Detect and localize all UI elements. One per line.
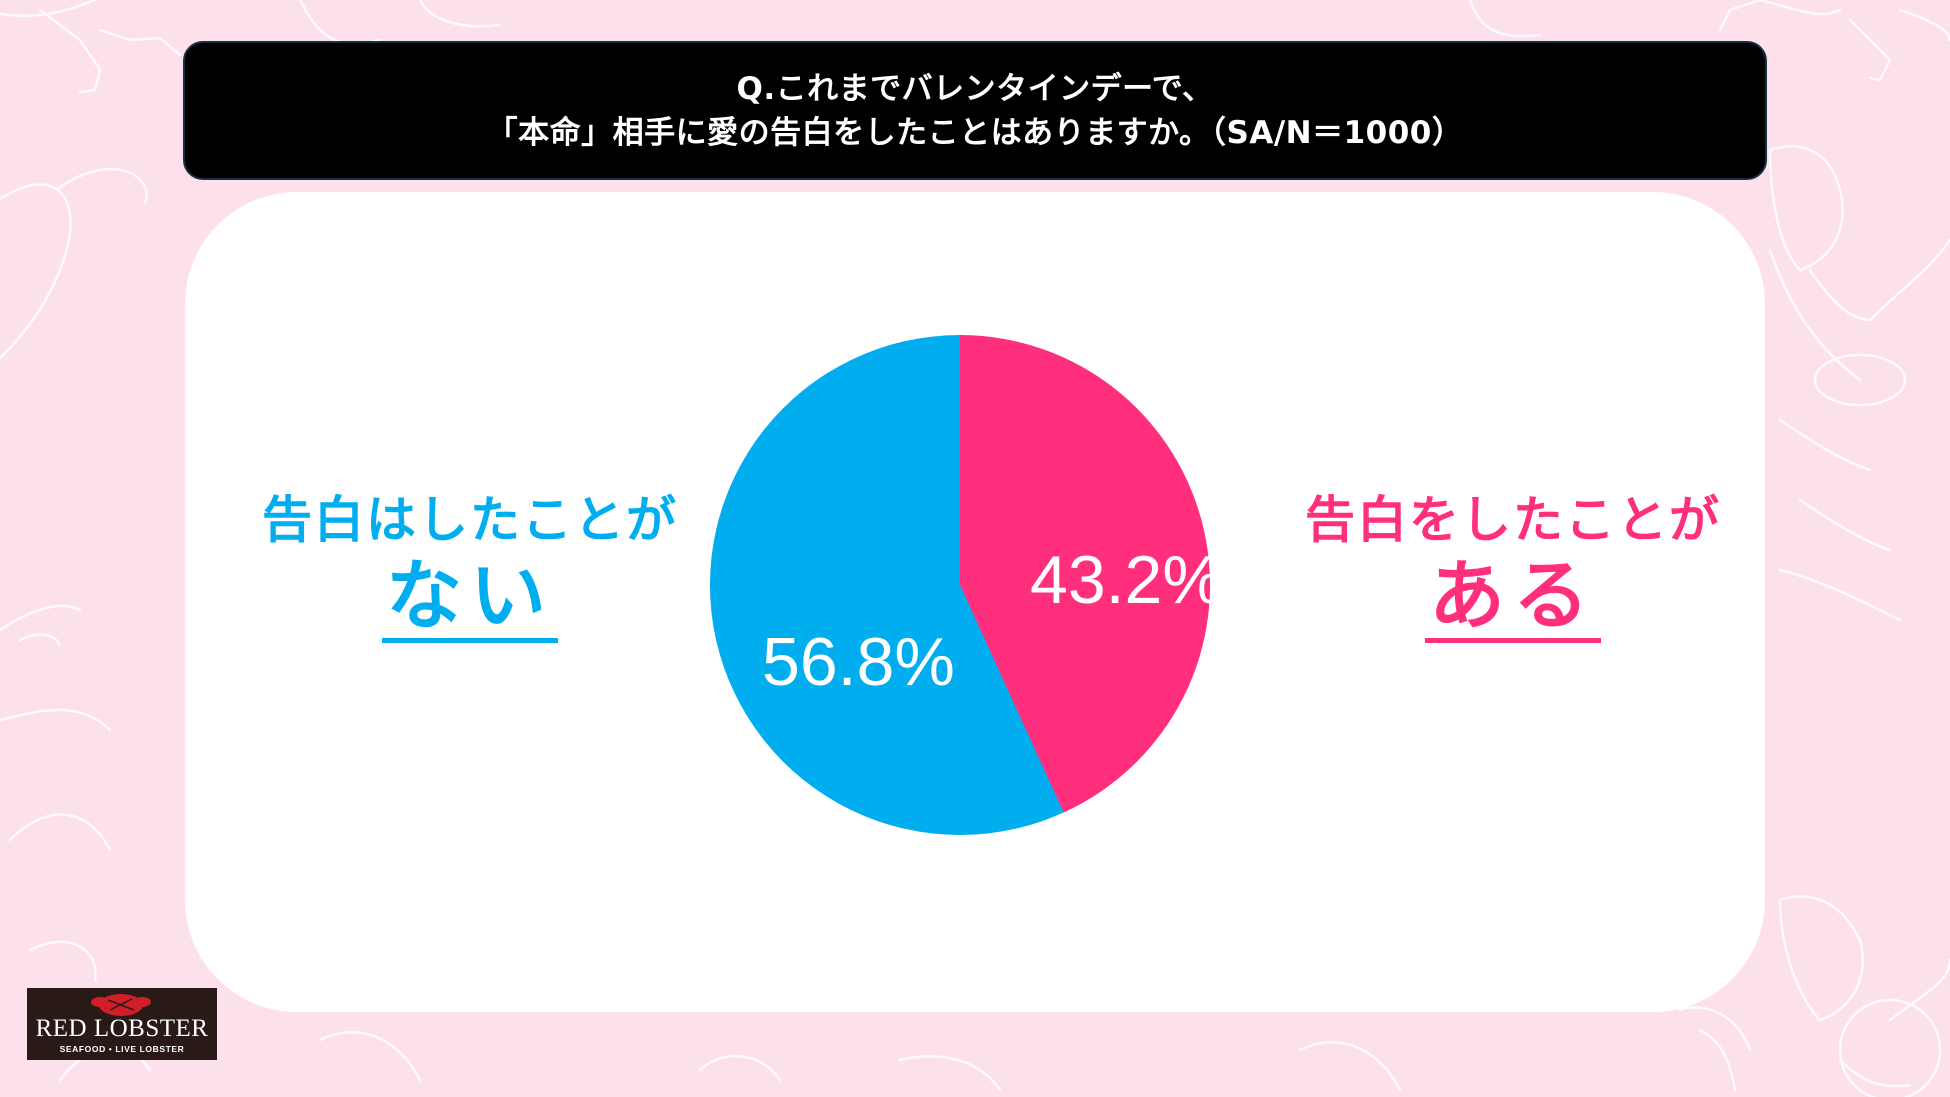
category-label-no-line2: ない bbox=[382, 554, 558, 643]
question-line-1: Q.これまでバレンタインデーで、 bbox=[736, 70, 1214, 107]
logo-brand-text: RED LOBSTER bbox=[35, 1015, 209, 1042]
pie-chart bbox=[709, 335, 1211, 835]
category-label-no-line1: 告白はしたことが bbox=[262, 491, 678, 549]
pie-label-yes: 43.2% bbox=[1030, 542, 1223, 618]
pie-label-no: 56.8% bbox=[762, 624, 955, 700]
lobster-icon bbox=[91, 994, 151, 1016]
pie-slice-no bbox=[709, 335, 1069, 835]
logo-tagline: SEAFOOD • LIVE LOBSTER bbox=[59, 1044, 185, 1054]
category-label-no: 告白はしたことが ない bbox=[240, 490, 700, 643]
question-header: Q.これまでバレンタインデーで、 「本命」相手に愛の告白をしたことはありますか。… bbox=[183, 41, 1767, 180]
category-label-yes-line1: 告白をしたことが bbox=[1305, 491, 1721, 549]
question-line-2: 「本命」相手に愛の告白をしたことはありますか。（SA/N＝1000） bbox=[486, 114, 1464, 151]
pie-slice-yes bbox=[960, 335, 1211, 813]
category-label-yes-line2: ある bbox=[1425, 554, 1601, 643]
red-lobster-logo: RED LOBSTER SEAFOOD • LIVE LOBSTER bbox=[27, 988, 217, 1060]
category-label-yes: 告白をしたことが ある bbox=[1283, 490, 1743, 643]
